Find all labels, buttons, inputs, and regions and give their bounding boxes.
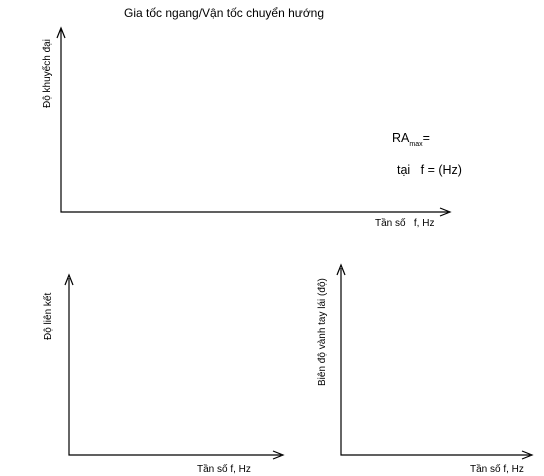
axes	[60, 30, 448, 213]
arrow	[272, 450, 285, 460]
arrow	[439, 207, 452, 217]
arrow	[64, 273, 74, 286]
x-label: Tần số f, Hz	[470, 463, 524, 475]
ra-sub: max	[409, 141, 423, 148]
title: Gia tốc ngang/Vận tốc chuyển hướng	[124, 6, 324, 20]
y-label: Độ liên kết	[42, 293, 54, 340]
x-label: Tần số f, Hz	[197, 463, 251, 475]
axes	[340, 268, 530, 456]
arrow	[521, 450, 534, 460]
ra-eq: =	[423, 131, 430, 145]
arrow	[336, 263, 346, 276]
x-label: Tần số f, Hz	[375, 217, 434, 229]
axes	[68, 278, 281, 456]
ra: RA	[392, 131, 410, 145]
arrow	[56, 26, 66, 39]
y-label: Biên độ vành tay lái (độ)	[317, 278, 328, 386]
ra-label: RAmax=	[392, 131, 430, 148]
freq-note: tại f = (Hz)	[397, 163, 462, 177]
y-label: Độ khuyếch đại	[41, 39, 53, 108]
